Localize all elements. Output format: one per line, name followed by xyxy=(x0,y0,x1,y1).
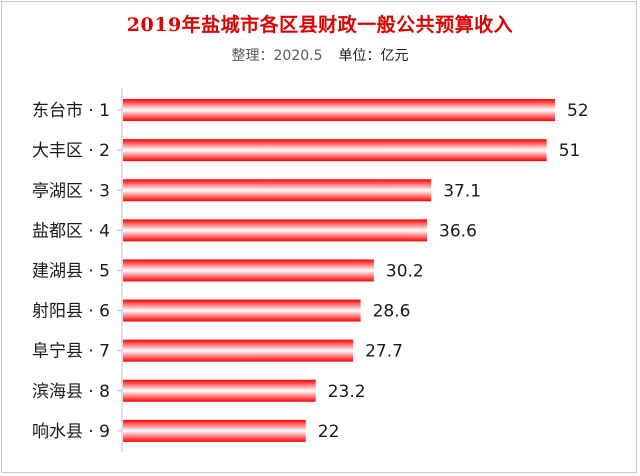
bar xyxy=(123,419,306,442)
category-label: 大丰区 · 2 xyxy=(32,141,110,161)
category-label: 阜宁县 · 7 xyxy=(32,342,110,362)
chart-subtitle: 整理：2020.5 单位：亿元 xyxy=(0,45,640,65)
category-label: 亭湖区 · 3 xyxy=(32,181,110,201)
value-label: 36.6 xyxy=(439,221,477,241)
value-label: 37.1 xyxy=(443,181,481,201)
bar xyxy=(123,139,547,162)
value-label: 52 xyxy=(567,101,589,121)
bar xyxy=(123,299,361,322)
bar xyxy=(123,339,354,362)
value-label: 27.7 xyxy=(365,342,403,362)
value-label: 22 xyxy=(318,422,340,442)
category-label: 建湖县 · 5 xyxy=(32,261,110,281)
subtitle-note: 整理：2020.5 xyxy=(231,48,323,64)
category-label: 滨海县 · 8 xyxy=(32,382,110,402)
category-label: 响水县 · 9 xyxy=(32,422,110,442)
chart-title: 2019年盐城市各区县财政一般公共预算收入 xyxy=(126,14,514,36)
value-label: 30.2 xyxy=(386,261,424,281)
bar xyxy=(123,219,428,242)
bar xyxy=(123,179,432,202)
bar xyxy=(123,379,316,402)
bar xyxy=(123,259,374,282)
bar xyxy=(123,99,555,122)
category-label: 东台市 · 1 xyxy=(32,101,110,121)
value-label: 28.6 xyxy=(373,302,411,322)
category-label: 盐都区 · 4 xyxy=(32,221,110,241)
bars-group: 东台市 · 1 52 大丰区 · 2 51 亭湖区 · 3 37.1 盐都区 · 4 36.6… xyxy=(32,99,589,442)
value-label: 51 xyxy=(559,141,581,161)
category-label: 射阳县 · 6 xyxy=(32,302,110,322)
subtitle-unit: 单位：亿元 xyxy=(338,48,409,64)
value-label: 23.2 xyxy=(328,382,366,402)
